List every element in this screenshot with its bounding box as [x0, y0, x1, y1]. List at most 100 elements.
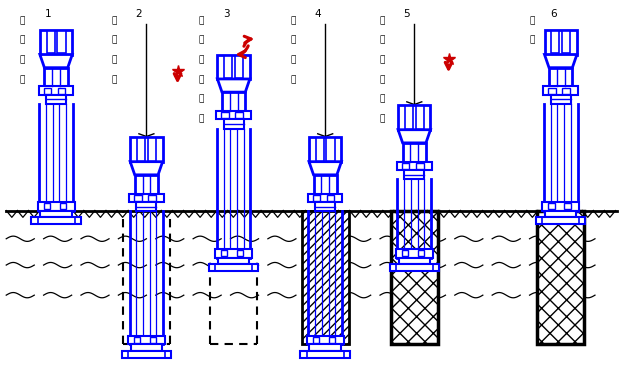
Bar: [237, 250, 244, 256]
Text: 深: 深: [199, 16, 204, 25]
Bar: [545, 211, 576, 217]
Bar: [563, 88, 570, 94]
Bar: [551, 95, 571, 104]
Polygon shape: [217, 79, 250, 92]
Text: 4: 4: [315, 9, 321, 20]
Bar: [327, 195, 335, 201]
Bar: [313, 195, 320, 201]
Text: 深: 深: [112, 16, 117, 25]
Bar: [402, 250, 408, 256]
Polygon shape: [545, 55, 577, 68]
Text: 定: 定: [19, 55, 24, 64]
Bar: [315, 202, 335, 211]
Text: 位: 位: [19, 75, 24, 84]
Text: 2: 2: [136, 9, 142, 20]
Text: 下: 下: [290, 55, 295, 64]
Text: 1: 1: [45, 9, 52, 20]
Bar: [389, 264, 439, 271]
Bar: [134, 195, 141, 201]
Text: 下: 下: [199, 55, 204, 64]
Bar: [402, 143, 426, 162]
Bar: [224, 56, 232, 78]
Bar: [44, 88, 51, 94]
Bar: [44, 68, 68, 86]
Polygon shape: [40, 55, 72, 68]
Bar: [398, 105, 430, 130]
Bar: [313, 337, 319, 343]
Bar: [128, 336, 165, 344]
Bar: [548, 203, 554, 209]
Bar: [562, 31, 570, 53]
Bar: [543, 86, 578, 95]
Text: 装: 装: [379, 36, 384, 45]
Polygon shape: [130, 162, 163, 175]
Bar: [302, 211, 349, 344]
Text: 6: 6: [550, 9, 556, 20]
Text: 升: 升: [379, 114, 384, 123]
Bar: [537, 211, 584, 344]
Bar: [60, 203, 66, 209]
Bar: [121, 351, 171, 358]
Bar: [57, 31, 65, 53]
Bar: [542, 202, 579, 211]
Bar: [129, 194, 164, 202]
Bar: [536, 217, 586, 224]
Bar: [235, 56, 243, 78]
Bar: [329, 337, 335, 343]
Bar: [549, 68, 573, 86]
Bar: [148, 195, 156, 201]
Bar: [416, 163, 424, 169]
Bar: [150, 337, 156, 343]
Bar: [551, 31, 559, 53]
Text: 成: 成: [530, 36, 535, 45]
Bar: [44, 203, 50, 209]
Bar: [416, 106, 424, 129]
Bar: [235, 112, 243, 118]
Bar: [136, 202, 156, 211]
Bar: [545, 30, 577, 55]
Bar: [548, 88, 556, 94]
Polygon shape: [398, 130, 430, 143]
Bar: [326, 138, 335, 161]
Bar: [58, 88, 65, 94]
Text: 安: 安: [290, 16, 295, 25]
Text: 下: 下: [379, 55, 384, 64]
Bar: [418, 250, 424, 256]
Text: 提: 提: [379, 94, 384, 103]
Polygon shape: [309, 162, 341, 175]
Bar: [40, 211, 72, 217]
Text: 升: 升: [199, 114, 204, 123]
Text: 完: 完: [530, 16, 535, 25]
Bar: [37, 202, 75, 211]
Bar: [310, 344, 341, 351]
Bar: [300, 351, 350, 358]
Bar: [222, 92, 245, 111]
Bar: [130, 137, 163, 162]
Bar: [40, 30, 72, 55]
Text: 下: 下: [112, 55, 117, 64]
Text: 坑: 坑: [379, 75, 384, 84]
Text: 提: 提: [199, 94, 204, 103]
Bar: [216, 111, 251, 119]
Bar: [215, 249, 252, 258]
Bar: [308, 194, 343, 202]
Text: 装: 装: [290, 36, 295, 45]
Bar: [221, 250, 227, 256]
Bar: [209, 264, 259, 271]
Text: 坑: 坑: [112, 75, 117, 84]
Bar: [218, 258, 249, 264]
Bar: [316, 138, 324, 161]
Text: 安: 安: [19, 16, 24, 25]
Bar: [31, 217, 81, 224]
Text: 层: 层: [199, 36, 204, 45]
Bar: [46, 95, 66, 104]
Text: 5: 5: [404, 9, 410, 20]
Bar: [47, 31, 55, 53]
Bar: [131, 344, 162, 351]
Bar: [391, 211, 438, 344]
Bar: [399, 258, 430, 264]
Text: 装: 装: [19, 36, 24, 45]
Bar: [224, 119, 244, 129]
Bar: [217, 55, 250, 79]
Bar: [313, 175, 337, 194]
